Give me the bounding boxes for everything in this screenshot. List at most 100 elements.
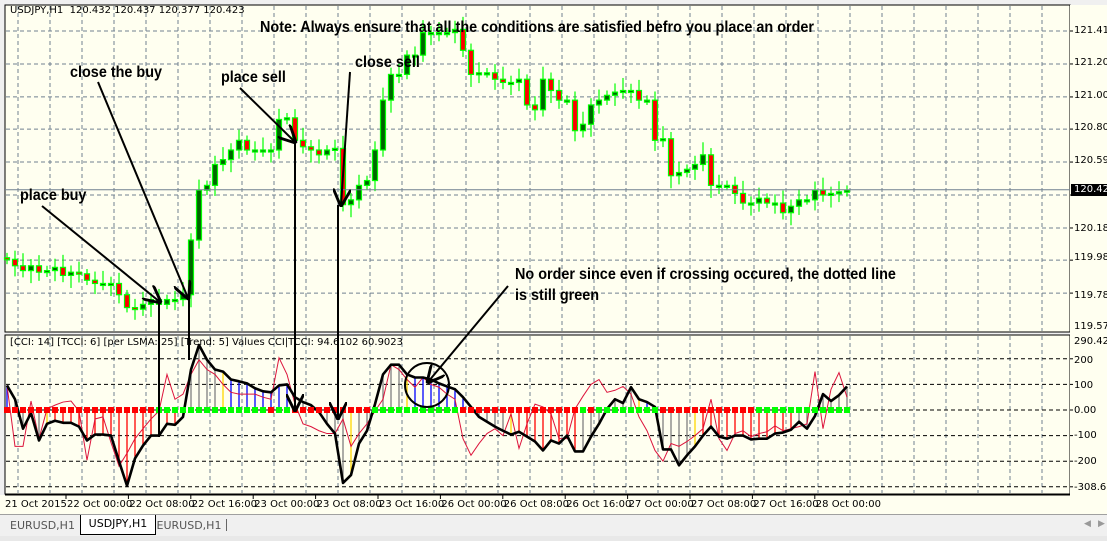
- candle-bull: [355, 184, 363, 201]
- main-chart-panel[interactable]: [4, 4, 1071, 333]
- candle-bull: [347, 199, 355, 206]
- trend-dot-red: [468, 407, 474, 413]
- candle-bull: [827, 192, 835, 197]
- trend-dot-red: [532, 407, 538, 413]
- candle-bull: [139, 303, 147, 310]
- note-annotation: Note: Always ensure that all the conditi…: [260, 19, 815, 36]
- indicator-info: [CCI: 14] [TCCI: 6] [per LSMA: 25] [Tren…: [10, 337, 404, 348]
- trend-dot-red: [44, 407, 50, 413]
- trend-dot-green: [388, 407, 394, 413]
- candle-bear: [523, 78, 531, 106]
- candle-bull: [443, 32, 451, 36]
- time-label: 22 Oct 08:00: [129, 499, 195, 510]
- trend-dot-green: [180, 407, 186, 413]
- trend-dot-red: [324, 407, 330, 413]
- candle-bull: [435, 32, 443, 36]
- indicator-tick: 200: [1074, 355, 1094, 366]
- tab-eurusd-h1-2[interactable]: EURUSD,H1: [156, 519, 222, 532]
- candle-bear: [11, 258, 19, 267]
- candle-bull: [179, 294, 187, 301]
- trend-dot-red: [92, 407, 98, 413]
- trend-dot-red: [660, 407, 666, 413]
- place-sell-annotation: place sell: [221, 69, 286, 86]
- candle-bear: [459, 28, 467, 51]
- indicator-tick: 290.421: [1074, 336, 1107, 347]
- candle-bull: [51, 266, 59, 272]
- trend-dot-green: [780, 407, 786, 413]
- candle-bull: [163, 298, 171, 305]
- candle-bear: [531, 104, 539, 111]
- candle-bull: [147, 298, 155, 305]
- trend-dot-green: [756, 407, 762, 413]
- chart-tabs: EURUSD,H1 USDJPY,H1 EURUSD,H1 ◀ ▶: [0, 514, 1107, 537]
- candle-bear: [75, 271, 83, 275]
- time-label: 28 Oct 00:00: [815, 499, 881, 510]
- candle-bull: [363, 179, 371, 186]
- candle-bear: [3, 257, 11, 261]
- candle-bull: [619, 89, 627, 94]
- trend-dot-green: [172, 407, 178, 413]
- no-order-circle: [404, 362, 450, 408]
- trend-dot-red: [516, 407, 522, 413]
- candle-bull: [427, 32, 435, 36]
- trend-dot-red: [4, 407, 10, 413]
- trend-dot-green: [628, 407, 634, 413]
- price-tick: 121.000: [1074, 90, 1107, 101]
- time-label: 27 Oct 08:00: [691, 499, 757, 510]
- trend-dot-red: [492, 407, 498, 413]
- scroll-right-icon[interactable]: ▶: [1098, 519, 1105, 529]
- trend-dot-red: [564, 407, 570, 413]
- candle-bear: [819, 189, 827, 196]
- candle-bull: [803, 199, 811, 203]
- trend-dot-red: [508, 407, 514, 413]
- trend-dot-green: [276, 407, 282, 413]
- candle-bear: [115, 282, 123, 296]
- candle-bull: [659, 138, 667, 142]
- trend-dot-green: [204, 407, 210, 413]
- trend-dot-red: [548, 407, 554, 413]
- candle-bull: [563, 99, 571, 103]
- candle-bull: [379, 99, 387, 151]
- trend-dot-green: [220, 407, 226, 413]
- trend-dot-green: [404, 407, 410, 413]
- candle-bear: [651, 99, 659, 141]
- trend-dot-green: [260, 407, 266, 413]
- trend-dot-green: [228, 407, 234, 413]
- place-buy-annotation: place buy: [20, 187, 87, 204]
- candle-bull: [187, 239, 195, 296]
- indicator-tick: 100: [1074, 380, 1094, 391]
- trend-dot-red: [700, 407, 706, 413]
- candle-bear: [315, 149, 323, 156]
- trend-dot-red: [108, 407, 114, 413]
- tab-eurusd-h1[interactable]: EURUSD,H1: [10, 519, 75, 532]
- trend-dot-green: [804, 407, 810, 413]
- candle-bull: [331, 147, 339, 151]
- scroll-left-icon[interactable]: ◀: [1084, 519, 1091, 529]
- tab-usdjpy-h1[interactable]: USDJPY,H1: [80, 515, 156, 535]
- candle-bear: [35, 265, 43, 273]
- symbol-info: USDJPY,H1 120.432 120.437 120.377 120.42…: [10, 5, 245, 16]
- trend-dot-green: [820, 407, 826, 413]
- trend-dot-red: [708, 407, 714, 413]
- trend-dot-red: [100, 407, 106, 413]
- trend-dot-green: [788, 407, 794, 413]
- trend-dot-green: [580, 407, 586, 413]
- indicator-tick: -100: [1074, 430, 1097, 441]
- trend-dot-green: [812, 407, 818, 413]
- candle-bear: [571, 99, 579, 132]
- candle-bull: [219, 159, 227, 166]
- time-label: 22 Oct 00:00: [67, 499, 133, 510]
- trend-dot-red: [116, 407, 122, 413]
- price-tick: 121.205: [1074, 57, 1107, 68]
- time-label: 22 Oct 16:00: [191, 499, 257, 510]
- no-order-annotation-line2: is still green: [515, 287, 600, 304]
- time-label: 26 Oct 08:00: [503, 499, 569, 510]
- trend-dot-green: [604, 407, 610, 413]
- trend-dot-green: [596, 407, 602, 413]
- price-tick: 120.185: [1074, 223, 1107, 234]
- candle-bear: [123, 294, 131, 309]
- trend-dot-red: [684, 407, 690, 413]
- trend-dot-green: [164, 407, 170, 413]
- trend-dot-red: [476, 407, 482, 413]
